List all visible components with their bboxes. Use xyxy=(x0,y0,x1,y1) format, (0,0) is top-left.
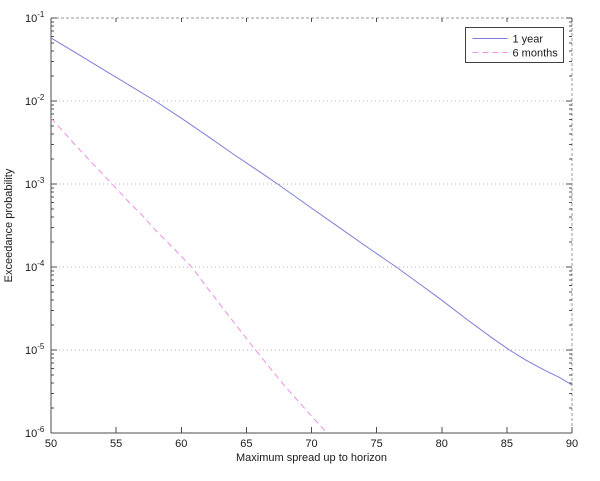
y-tick-label: 10-6 xyxy=(25,425,45,440)
y-tick-label: 10-1 xyxy=(25,10,45,25)
x-tick-label: 75 xyxy=(371,438,383,450)
y-tick-label: 10-3 xyxy=(25,176,45,191)
x-tick-label: 50 xyxy=(45,438,57,450)
x-tick-label: 55 xyxy=(110,438,122,450)
y-axis-title: Exceedance probability xyxy=(3,168,15,282)
legend-box xyxy=(465,27,564,63)
x-tick-label: 65 xyxy=(240,438,252,450)
x-axis-title: Maximum spread up to horizon xyxy=(236,452,387,464)
y-tick-label: 10-4 xyxy=(25,259,45,274)
y-tick-label: 10-2 xyxy=(25,93,45,108)
x-tick-label: 60 xyxy=(175,438,187,450)
legend-label-1-year: 1 year xyxy=(513,34,544,46)
x-tick-label: 70 xyxy=(305,438,317,450)
y-tick-label: 10-5 xyxy=(25,342,45,357)
plot-area xyxy=(51,18,572,433)
series-line-1-year xyxy=(50,37,573,386)
x-tick-label: 85 xyxy=(501,438,513,450)
x-tick-label: 80 xyxy=(436,438,448,450)
legend-label-6-months: 6 months xyxy=(513,48,559,60)
series-line-6-months xyxy=(50,117,328,434)
x-tick-label: 90 xyxy=(566,438,578,450)
